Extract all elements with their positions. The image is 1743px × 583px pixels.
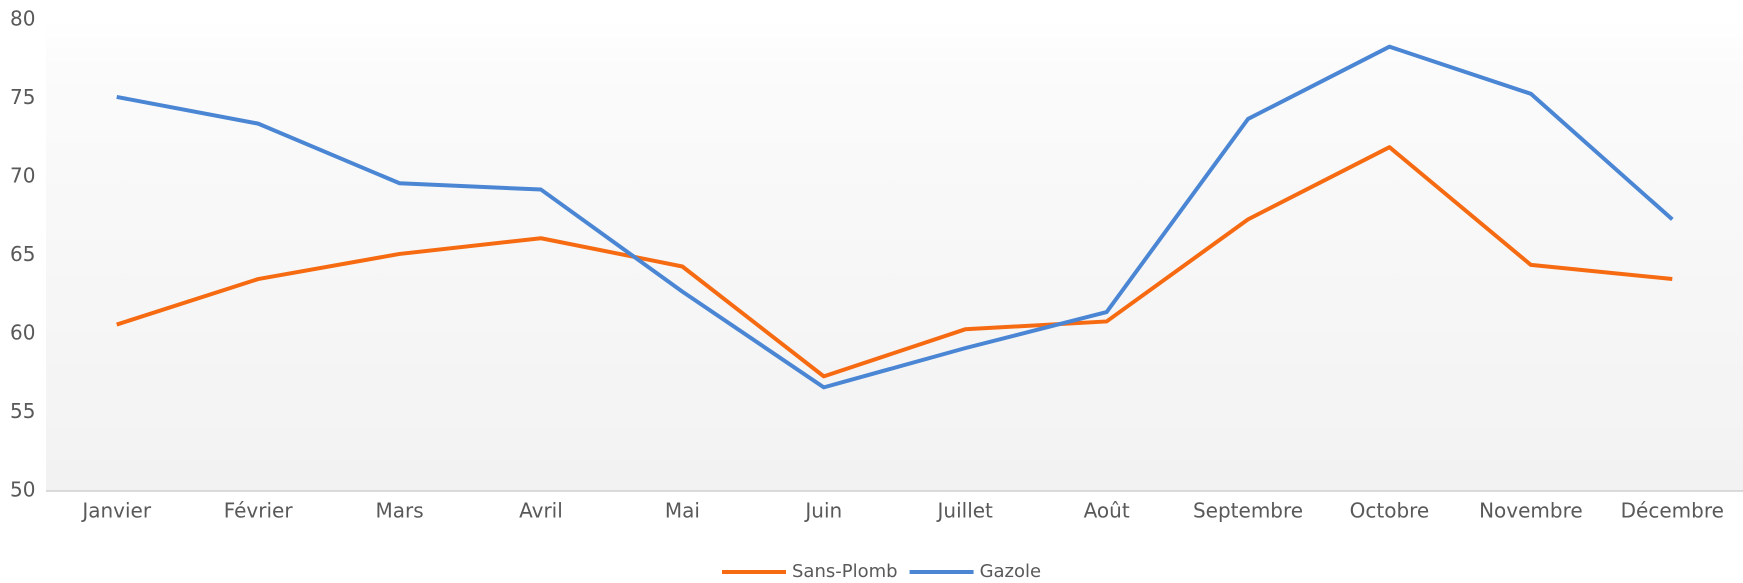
y-tick-label: 65 [10, 242, 35, 266]
y-tick-label: 60 [10, 321, 35, 345]
x-tick-label: Octobre [1350, 499, 1430, 523]
y-tick-label: 50 [10, 478, 35, 502]
legend-label: Gazole [980, 561, 1042, 582]
y-tick-label: 75 [10, 85, 35, 109]
x-tick-label: Décembre [1621, 499, 1724, 523]
x-tick-label: Septembre [1193, 499, 1303, 523]
x-tick-label: Mars [375, 499, 423, 523]
x-tick-label: Janvier [80, 499, 152, 523]
y-tick-label: 80 [10, 7, 35, 31]
y-tick-label: 70 [10, 164, 35, 188]
x-tick-label: Mai [665, 499, 700, 523]
x-tick-label: Août [1084, 499, 1130, 523]
x-tick-label: Juin [803, 499, 842, 523]
plot-area [46, 20, 1743, 491]
legend-label: Sans-Plomb [792, 561, 898, 582]
y-tick-label: 55 [10, 399, 35, 423]
x-tick-label: Février [224, 499, 294, 523]
line [116, 145, 1673, 379]
x-tick-label: Avril [519, 499, 563, 523]
x-tick-label: Juillet [936, 499, 994, 523]
line [116, 44, 1674, 390]
x-tick-label: Novembre [1479, 499, 1583, 523]
